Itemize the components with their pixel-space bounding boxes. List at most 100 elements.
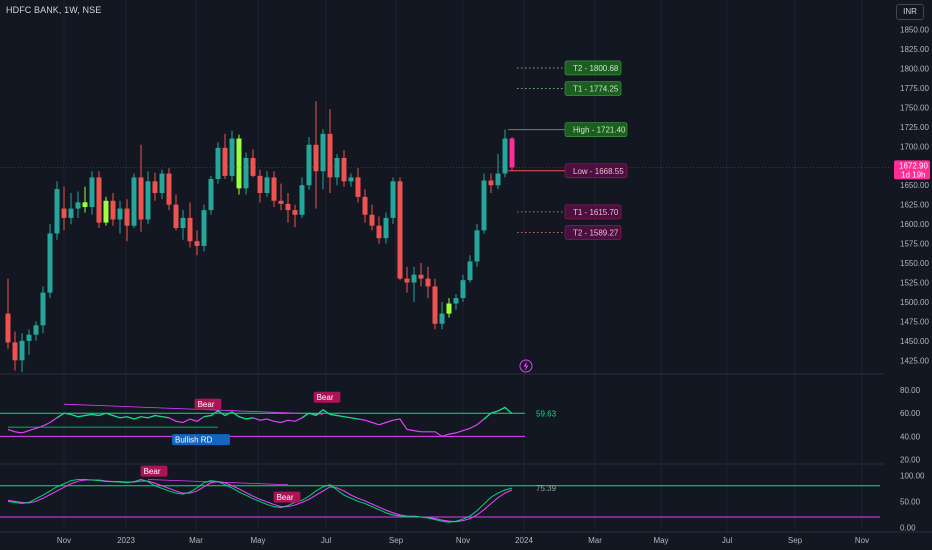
divergence-label-text: Bear [198, 400, 215, 409]
stoch-tick-label: 100.00 [900, 471, 925, 480]
candle-body [306, 144, 312, 186]
time-tick-label: Jul [722, 536, 732, 545]
rsi-tick-label: 60.00 [900, 409, 921, 418]
candle [341, 150, 347, 187]
candle-body [341, 157, 347, 182]
candle [264, 171, 270, 197]
stoch-last-value: 75.39 [536, 484, 557, 493]
candle [292, 204, 298, 228]
candle [432, 278, 438, 330]
candle [117, 200, 123, 234]
candle-body [334, 157, 340, 178]
candle-body [271, 177, 277, 201]
candle-body [243, 157, 249, 189]
level-labels: T2 - 1800.68 T1 - 1774.25 High - 1721.40 Lo… [508, 60, 628, 240]
price-tick-label: 1725.00 [900, 123, 929, 132]
time-tick-label: Mar [588, 536, 602, 545]
candle [411, 266, 417, 302]
candle [26, 329, 32, 355]
candle [208, 175, 214, 215]
rsi-divergence-line [63, 403, 324, 415]
rsi-line-bull [56, 406, 513, 420]
candle [439, 301, 445, 330]
candle [180, 210, 186, 240]
time-tick-label: 2023 [117, 536, 135, 545]
candle-body [264, 177, 270, 193]
candle-body [194, 241, 200, 246]
candle-body [236, 138, 242, 189]
candle [5, 278, 11, 349]
candle-body [12, 342, 18, 361]
candle-body [369, 214, 375, 226]
candle [47, 224, 53, 299]
candle-body [54, 189, 60, 234]
candle [467, 255, 473, 283]
candle-body [362, 196, 368, 215]
price-tick-label: 1850.00 [900, 26, 929, 35]
grid-lines [0, 0, 932, 533]
candle-body [481, 180, 487, 231]
candle-body [5, 313, 11, 343]
candle-body [439, 313, 445, 324]
candle-body [320, 133, 326, 172]
stoch-tick-label: 50.00 [900, 497, 921, 506]
candles [5, 101, 515, 372]
currency-button[interactable]: INR [896, 4, 924, 20]
level-label: T1 - 1774.25 [573, 85, 619, 94]
divergence-label-box [313, 391, 341, 403]
candle-body [418, 274, 424, 279]
candle [348, 173, 354, 187]
candle [173, 194, 179, 231]
candle [110, 193, 116, 226]
candle-body [201, 210, 207, 246]
candle [166, 168, 172, 211]
time-tick-label: Mar [189, 536, 203, 545]
time-tick-label: May [653, 536, 668, 545]
candle [362, 189, 368, 223]
stoch-bear-label: Bear [140, 465, 168, 477]
divergence-label-text: Bear [277, 493, 294, 502]
level-box [564, 204, 622, 220]
candle-body [110, 200, 116, 220]
level-down: T1 - 1615.70 [517, 204, 622, 220]
candle-body [117, 208, 123, 220]
candle [278, 183, 284, 211]
candle [509, 136, 515, 171]
rsi-bear-label: Bear [194, 398, 222, 410]
candle [61, 186, 67, 231]
candle-body [488, 180, 494, 186]
time-axis: Nov 2023 Mar May Jul Sep Nov 2024 Mar May Jul Sep No… [57, 536, 869, 545]
divergence-label-text: Bear [317, 393, 334, 402]
level-box [564, 122, 628, 137]
candle-body [187, 217, 193, 242]
candle-body [397, 181, 403, 279]
candle-body [278, 200, 284, 204]
candle-body [495, 173, 501, 186]
candle [460, 274, 466, 302]
time-tick-label: Sep [389, 536, 404, 545]
candle [138, 144, 144, 232]
rsi-tick-label: 40.00 [900, 432, 921, 441]
candle [257, 169, 263, 203]
price-tick-label: 1575.00 [900, 240, 929, 249]
level-down: T2 - 1589.27 [517, 225, 622, 240]
level-label: T2 - 1800.68 [573, 64, 619, 73]
candle-body [390, 181, 396, 218]
level-box [564, 163, 628, 179]
candle [369, 204, 375, 231]
level-high: High - 1721.40 [508, 122, 628, 137]
candle-body [257, 175, 263, 193]
candle-body [166, 173, 172, 205]
level-label: T1 - 1615.70 [573, 208, 619, 217]
stoch-k-line [7, 478, 513, 523]
time-tick-label: Jul [321, 536, 331, 545]
divergence-label-box [194, 398, 222, 410]
candle [194, 230, 200, 256]
candle-body [250, 157, 256, 176]
candle [222, 133, 228, 179]
candle [12, 331, 18, 371]
candle-body [432, 286, 438, 324]
candle-body [502, 138, 508, 174]
candle-body [138, 177, 144, 220]
